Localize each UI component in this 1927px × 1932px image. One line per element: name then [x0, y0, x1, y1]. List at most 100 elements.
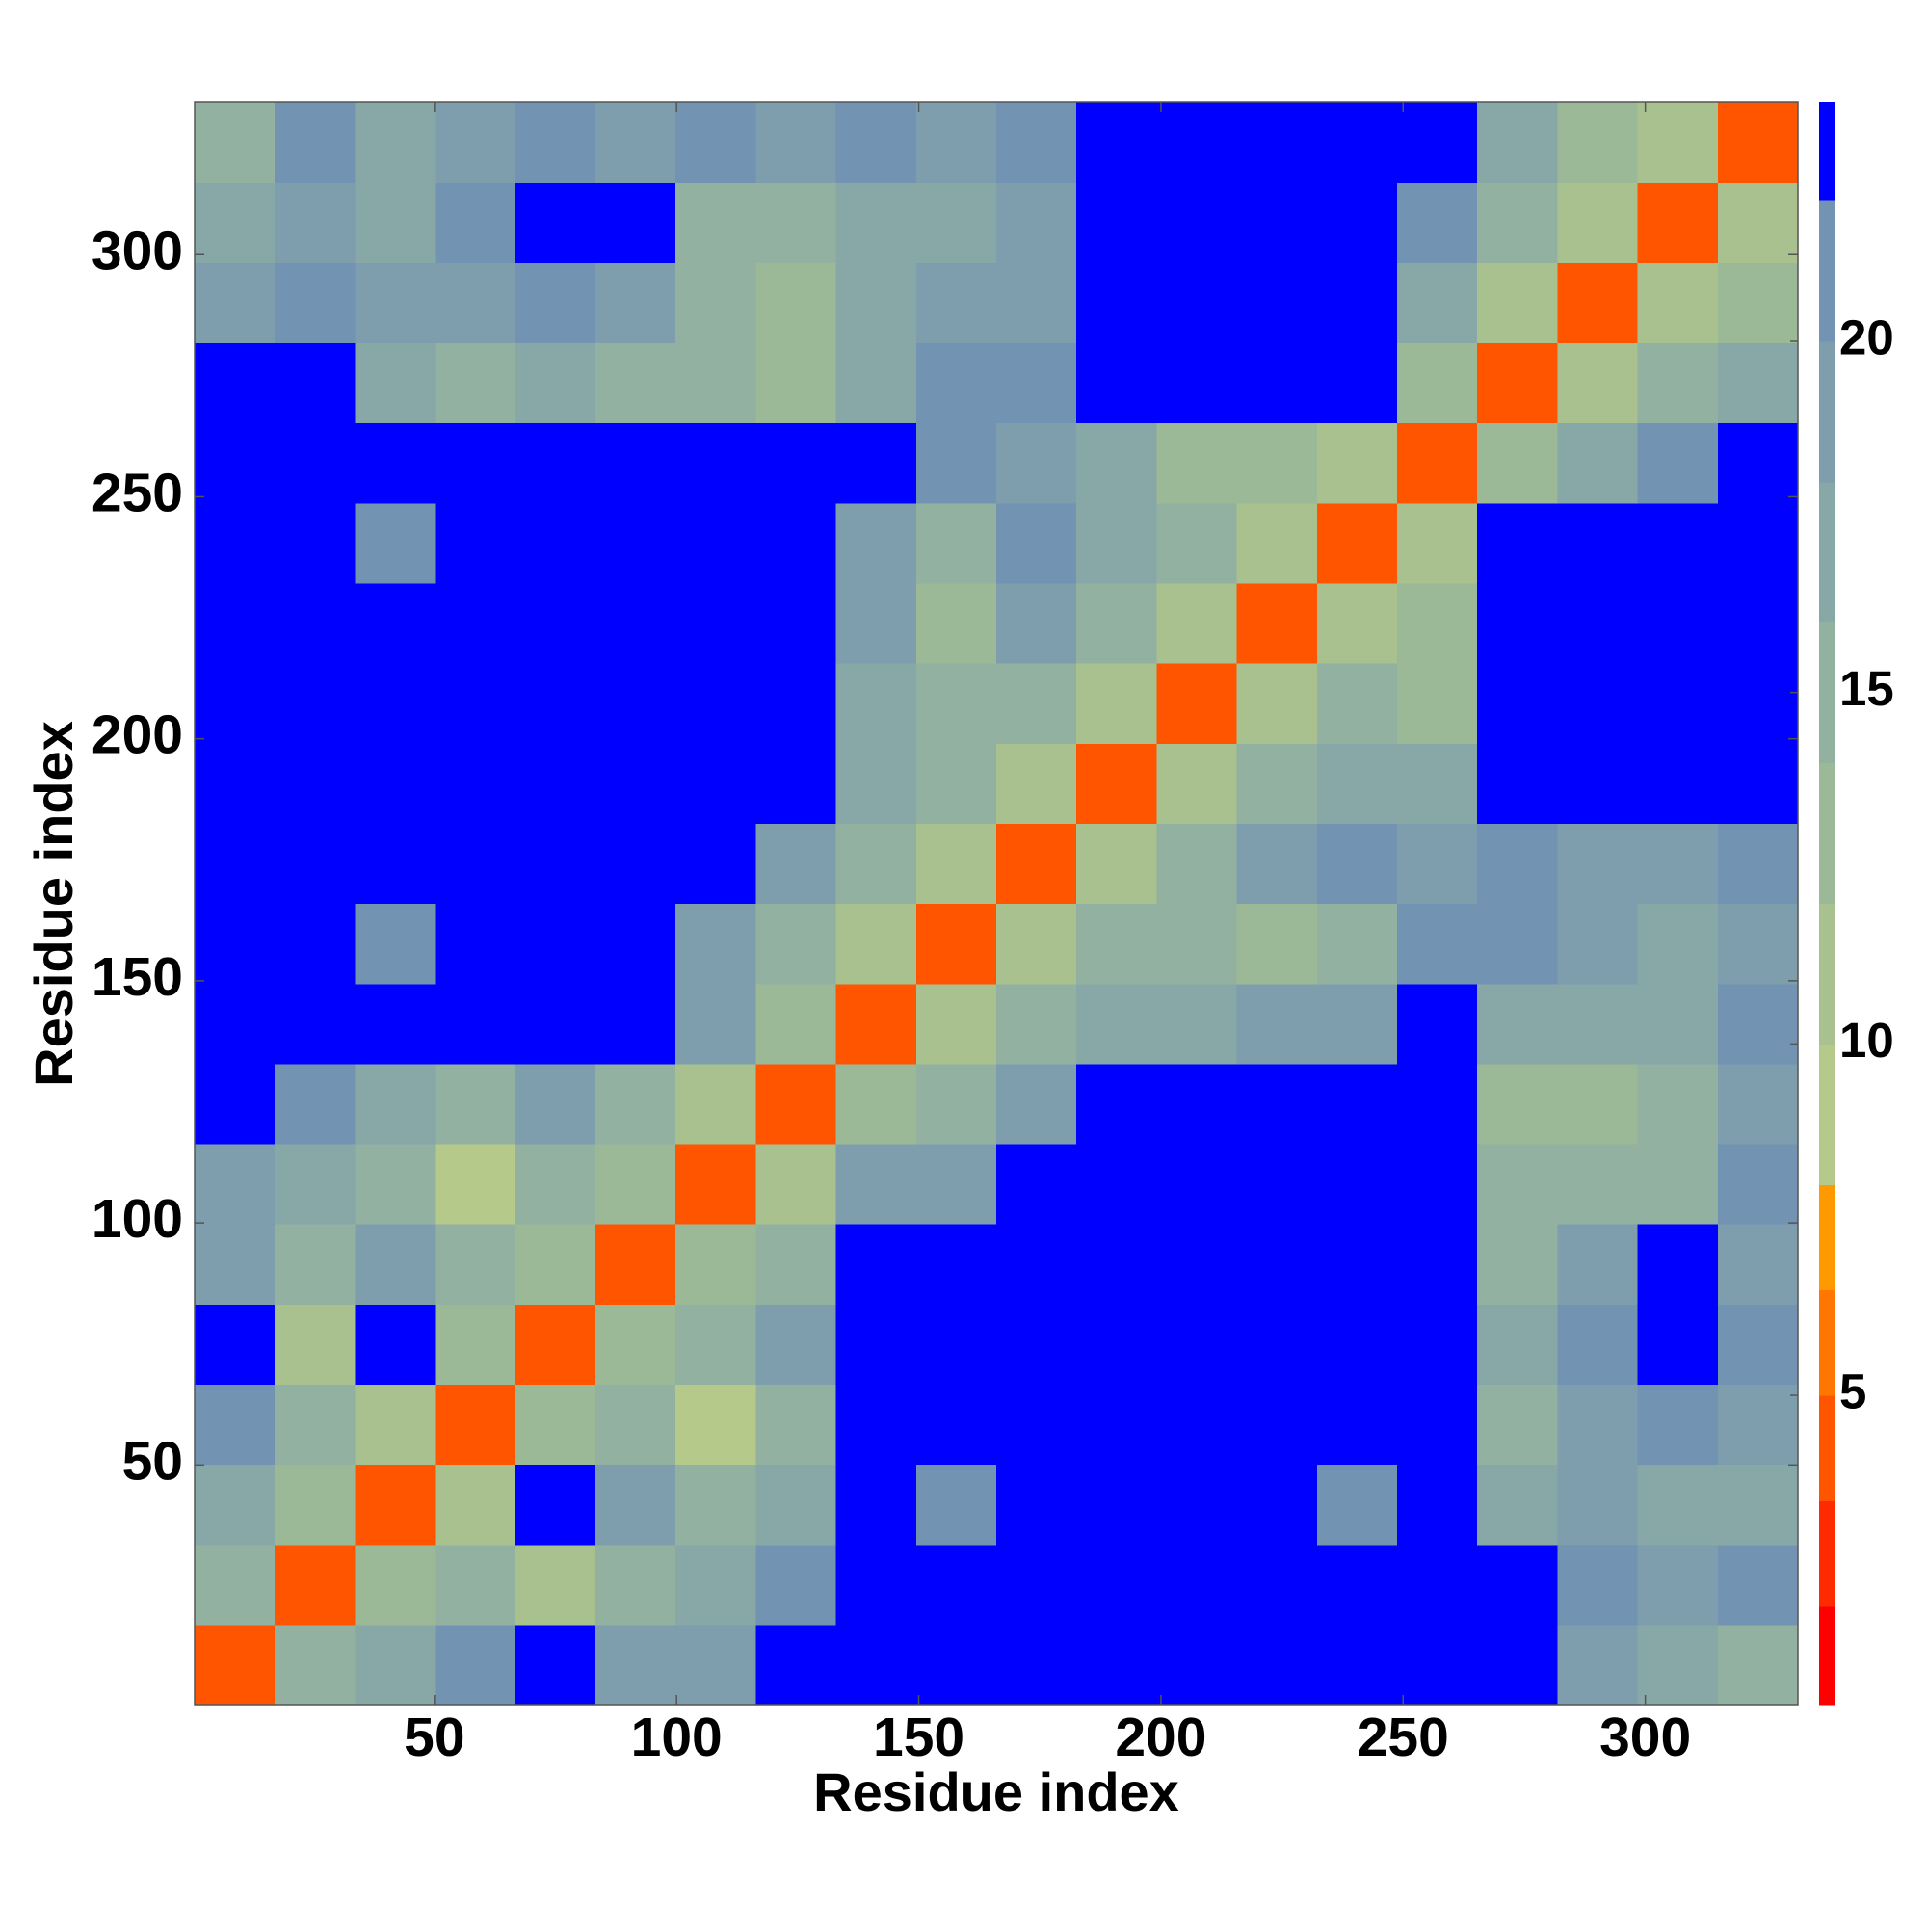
colorbar-segment — [1819, 340, 1835, 483]
heatmap-cell — [355, 1224, 436, 1305]
heatmap-cell — [915, 102, 997, 183]
heatmap-cell — [435, 1384, 516, 1466]
heatmap-cell — [996, 502, 1077, 584]
heatmap-cell — [355, 823, 436, 905]
heatmap-cell — [675, 342, 756, 424]
heatmap-cell — [1717, 903, 1799, 985]
heatmap-cell — [755, 1544, 837, 1626]
heatmap-cell — [1557, 743, 1639, 824]
heatmap-cell — [1557, 582, 1639, 664]
heatmap-cell — [515, 262, 596, 344]
heatmap-cell — [1717, 582, 1799, 664]
heatmap-cell — [1637, 1063, 1719, 1145]
heatmap-cell — [675, 1544, 756, 1626]
heatmap-cell — [1316, 903, 1398, 985]
heatmap-cell — [996, 663, 1077, 744]
heatmap-cell — [835, 903, 917, 985]
heatmap-cell — [435, 262, 516, 344]
heatmap-cell — [275, 262, 356, 344]
heatmap-cell — [1316, 422, 1398, 504]
heatmap-cell — [1076, 1063, 1157, 1145]
heatmap-cell — [1076, 342, 1157, 424]
heatmap-cell — [675, 1224, 756, 1305]
heatmap-cell — [1156, 342, 1238, 424]
heatmap-cell — [996, 743, 1077, 824]
heatmap-cell — [1477, 342, 1558, 424]
heatmap-cell — [835, 182, 917, 263]
heatmap-cell — [275, 1224, 356, 1305]
heatmap-cell — [996, 182, 1077, 263]
heatmap-cell — [1156, 743, 1238, 824]
heatmap-cell — [1477, 582, 1558, 664]
heatmap-cell — [1076, 1384, 1157, 1466]
heatmap-cell — [755, 102, 837, 183]
heatmap-cell — [435, 422, 516, 504]
heatmap-cell — [1637, 422, 1719, 504]
heatmap-cell — [1637, 1224, 1719, 1305]
heatmap-cell — [515, 1464, 596, 1546]
heatmap-cell — [675, 663, 756, 744]
colorbar-tick-label: 10 — [1839, 1013, 1894, 1068]
heatmap-cell — [1637, 182, 1719, 263]
heatmap-cell — [996, 1224, 1077, 1305]
heatmap-cell — [1717, 1624, 1799, 1706]
heatmap-cell — [1397, 342, 1478, 424]
heatmap-cell — [1477, 1464, 1558, 1546]
heatmap-cell — [1637, 502, 1719, 584]
heatmap-cell — [435, 1143, 516, 1225]
heatmap-cell — [195, 582, 276, 664]
colorbar-segment — [1819, 1500, 1835, 1607]
heatmap-cell — [1236, 582, 1318, 664]
heatmap-cell — [195, 1224, 276, 1305]
heatmap-cell — [1236, 823, 1318, 905]
heatmap-cell — [1156, 1143, 1238, 1225]
heatmap-cell — [515, 182, 596, 263]
heatmap-cell — [835, 1624, 917, 1706]
heatmap-cell — [755, 1143, 837, 1225]
heatmap-cell — [275, 422, 356, 504]
heatmap-cell — [355, 182, 436, 263]
heatmap-cell — [1397, 743, 1478, 824]
heatmap-cell — [1717, 1464, 1799, 1546]
heatmap-cell — [835, 502, 917, 584]
heatmap-cell — [1477, 1384, 1558, 1466]
heatmap-cell — [755, 502, 837, 584]
heatmap-cell — [1316, 1304, 1398, 1385]
heatmap-cell — [675, 1143, 756, 1225]
heatmap-cell — [435, 1544, 516, 1626]
heatmap-cell — [195, 1624, 276, 1706]
heatmap-cell — [915, 182, 997, 263]
heatmap-cell — [515, 1304, 596, 1385]
heatmap-cell — [195, 262, 276, 344]
heatmap-cell — [1156, 1063, 1238, 1145]
heatmap-cell — [595, 1384, 676, 1466]
heatmap-cell — [1076, 262, 1157, 344]
heatmap-cell — [996, 582, 1077, 664]
heatmap-cell — [435, 502, 516, 584]
heatmap-cell — [515, 1544, 596, 1626]
y-tick-label: 250 — [92, 463, 183, 524]
heatmap-cell — [595, 903, 676, 985]
heatmap-cell — [515, 582, 596, 664]
heatmap-cell — [915, 262, 997, 344]
heatmap-cell — [435, 743, 516, 824]
heatmap-cell — [515, 1384, 596, 1466]
heatmap-cell — [275, 663, 356, 744]
heatmap-cell — [915, 1063, 997, 1145]
heatmap-cell — [1637, 983, 1719, 1065]
heatmap-cell — [755, 1224, 837, 1305]
heatmap-cell — [1236, 1063, 1318, 1145]
heatmap-cell — [1637, 582, 1719, 664]
heatmap-cell — [435, 182, 516, 263]
heatmap-cell — [1076, 663, 1157, 744]
heatmap-cell — [355, 743, 436, 824]
heatmap-cell — [1557, 182, 1639, 263]
heatmap-cell — [835, 422, 917, 504]
heatmap-cell — [835, 102, 917, 183]
heatmap-cell — [1076, 1624, 1157, 1706]
heatmap-cell — [1557, 1624, 1639, 1706]
heatmap-cell — [755, 1464, 837, 1546]
heatmap-cell — [915, 582, 997, 664]
heatmap-cell — [275, 743, 356, 824]
heatmap-cell — [755, 342, 837, 424]
